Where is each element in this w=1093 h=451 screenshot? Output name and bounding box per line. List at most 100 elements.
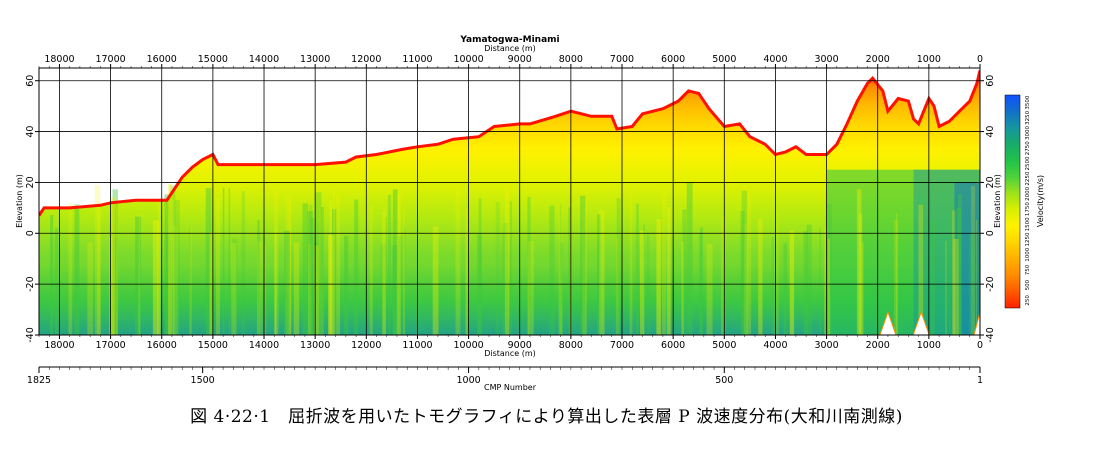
velocity-streak: [616, 198, 621, 335]
colorbar-tick-label: 500: [1025, 279, 1031, 290]
velocity-streak: [256, 241, 263, 335]
velocity-streak: [329, 200, 332, 335]
velocity-streak: [636, 203, 639, 335]
colorbar-tick-label: 1750: [1025, 202, 1031, 216]
left-tick-label: 20: [25, 176, 36, 188]
left-tick-label: -20: [25, 276, 36, 292]
left-tick-label: 0: [25, 230, 36, 236]
velocity-streak: [169, 185, 176, 335]
velocity-streak: [971, 185, 976, 335]
colorbar-tick-label: 1500: [1025, 217, 1031, 231]
velocity-streak: [478, 198, 482, 335]
plot-area: [39, 70, 980, 335]
velocity-streak: [682, 209, 687, 335]
velocity-streak: [824, 227, 828, 335]
velocity-streak: [527, 242, 530, 335]
bottom-x-axis-label: Distance (m): [484, 349, 536, 358]
velocity-streak: [789, 230, 795, 335]
east-high-velocity-zone: [826, 169, 980, 335]
velocity-streak: [74, 207, 80, 335]
velocity-streak: [332, 209, 337, 335]
velocity-streak: [568, 207, 571, 335]
cmp-ticks: 1825 1500 1000 500 1: [27, 367, 983, 386]
velocity-streak: [741, 190, 748, 335]
velocity-streak: [241, 190, 246, 335]
velocity-streak: [615, 238, 620, 335]
velocity-streak: [168, 183, 173, 335]
velocity-streak: [504, 186, 510, 335]
velocity-streak: [288, 199, 292, 335]
velocity-streak: [803, 231, 808, 335]
velocity-streak: [746, 189, 752, 335]
surface-red-edge: [39, 70, 980, 217]
cmp-tick-label: 1825: [27, 375, 51, 386]
cmp-tick-label: 500: [715, 375, 733, 386]
velocity-streak: [549, 205, 555, 335]
velocity-streak: [68, 202, 73, 335]
bottom-tick-label: 4000: [763, 340, 787, 351]
top-tick-label: 7000: [610, 54, 634, 65]
velocity-streak: [231, 243, 237, 335]
velocity-streak: [681, 241, 684, 335]
left-tick-label: -40: [25, 327, 36, 343]
velocity-streak: [135, 216, 141, 335]
velocity-streak: [686, 182, 693, 335]
bottom-tick-label: 10000: [453, 340, 483, 351]
velocity-streak: [432, 226, 439, 335]
bottom-tick-label: 0: [977, 340, 983, 351]
top-tick-label: 9000: [508, 54, 532, 65]
velocity-streak: [953, 238, 959, 335]
bottom-tick-label: 1000: [917, 340, 941, 351]
velocity-streak: [274, 191, 279, 335]
colorbar-tick-label: 1000: [1025, 247, 1031, 261]
velocity-streak: [861, 242, 864, 335]
right-tick-label: 0: [985, 230, 996, 236]
cmp-tick-label: 1500: [191, 375, 215, 386]
velocity-streak: [503, 222, 508, 335]
velocity-streak: [315, 192, 322, 335]
velocity-streak: [699, 227, 704, 335]
velocity-streak: [856, 189, 862, 335]
velocity-streak: [476, 234, 482, 335]
velocity-streak: [455, 185, 461, 335]
velocity-streaks: [39, 169, 980, 335]
velocity-streak: [922, 194, 925, 335]
ray-gap: [912, 310, 930, 335]
top-tick-label: 8000: [559, 54, 583, 65]
bottom-tick-label: 2000: [866, 340, 890, 351]
velocity-streak: [189, 226, 191, 335]
right-tick-label: 60: [985, 75, 996, 87]
ray-gap: [973, 310, 980, 335]
velocity-streak: [527, 241, 534, 335]
bottom-tick-label: 13000: [300, 340, 330, 351]
left-y-axis-label: Elevation (m): [15, 174, 24, 228]
right-tick-label: -40: [985, 327, 996, 343]
velocity-streak: [806, 224, 812, 335]
velocity-streak: [527, 197, 531, 335]
cmp-tick-label: 1000: [456, 375, 480, 386]
velocity-streak: [774, 209, 779, 335]
bottom-x-ticks: 18000 17000 16000 15000 14000 13000 12000 11000…: [38, 335, 983, 351]
velocity-streak: [74, 203, 80, 335]
velocity-streak: [97, 206, 101, 335]
chart-title: Yamatogwa-Minami: [459, 35, 559, 45]
velocity-streak: [216, 198, 220, 335]
velocity-streak: [721, 216, 726, 335]
velocity-streak: [783, 242, 788, 335]
velocity-streak: [321, 238, 324, 335]
velocity-streak: [205, 188, 212, 335]
velocity-streak: [232, 238, 238, 335]
top-tick-label: 17000: [95, 54, 125, 65]
velocity-streak: [495, 202, 500, 335]
velocity-streak: [392, 189, 398, 335]
top-tick-label: 0: [977, 54, 983, 65]
top-x-ticks: 18000 17000 16000 15000 14000 13000 12000 11000…: [38, 54, 983, 68]
velocity-streak: [918, 204, 924, 335]
velocity-streak: [930, 192, 932, 335]
cmp-tick-label: 1: [977, 375, 983, 386]
velocity-streak: [667, 206, 671, 335]
colorbar-tick-label: 2750: [1025, 141, 1031, 155]
velocity-streak: [328, 235, 334, 335]
